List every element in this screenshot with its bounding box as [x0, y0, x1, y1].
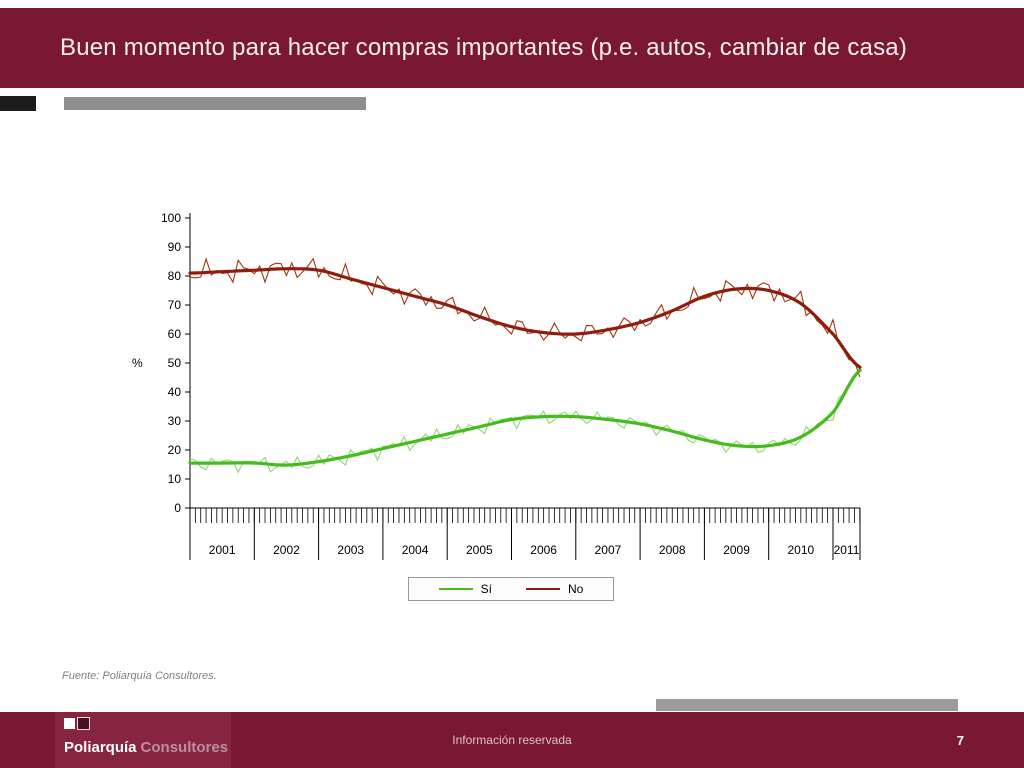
svg-text:2006: 2006 — [530, 543, 557, 557]
svg-text:2010: 2010 — [787, 543, 814, 557]
svg-text:60: 60 — [168, 327, 182, 341]
svg-text:10: 10 — [168, 472, 182, 486]
logo-icon — [64, 717, 90, 730]
legend-line-swatch — [438, 588, 473, 590]
svg-text:2009: 2009 — [723, 543, 750, 557]
chart-area: 0 10 20 30 40 50 60 70 80 90 100% 2001 2002 2003 2004 2… — [120, 204, 880, 574]
svg-text:90: 90 — [168, 240, 182, 254]
svg-text:2001: 2001 — [209, 543, 236, 557]
svg-text:%: % — [132, 356, 143, 370]
svg-text:2011: 2011 — [834, 543, 860, 557]
line-chart: 0 10 20 30 40 50 60 70 80 90 100% 2001 2002 2003 2004 2… — [132, 211, 862, 560]
decorative-gray-bar-top — [64, 97, 366, 110]
svg-text:2004: 2004 — [402, 543, 429, 557]
svg-text:20: 20 — [168, 443, 182, 457]
slide-header: Buen momento para hacer compras importan… — [0, 8, 1024, 88]
decorative-black-block — [0, 96, 36, 111]
svg-text:100: 100 — [161, 211, 181, 225]
logo-square-dark — [77, 717, 90, 730]
chart-legend: Sí No — [408, 577, 614, 601]
legend-line-swatch — [526, 588, 560, 590]
footer-confidentiality-text: Información reservada — [452, 733, 572, 747]
legend-label-no: No — [568, 582, 584, 596]
svg-text:50: 50 — [168, 356, 182, 370]
svg-text:2002: 2002 — [273, 543, 300, 557]
decorative-gray-bar-bottom — [656, 699, 958, 711]
svg-text:2005: 2005 — [466, 543, 493, 557]
legend-item: No — [526, 582, 583, 596]
logo-primary-text: Poliarquía — [64, 739, 137, 756]
svg-text:80: 80 — [168, 269, 182, 283]
svg-text:2007: 2007 — [595, 543, 622, 557]
logo-secondary-text: Consultores — [140, 739, 229, 756]
logo-panel: Poliarquía Consultores — [55, 712, 231, 768]
svg-text:30: 30 — [168, 414, 182, 428]
svg-text:0: 0 — [174, 501, 181, 515]
logo-wordmark: Poliarquía Consultores — [64, 739, 228, 756]
page-number: 7 — [956, 732, 964, 748]
source-note: Fuente: Poliarquía Consultores. — [62, 670, 217, 682]
svg-text:40: 40 — [168, 385, 182, 399]
svg-text:2003: 2003 — [337, 543, 364, 557]
logo-square-light — [64, 718, 75, 729]
legend-item: Sí — [438, 582, 492, 596]
page-title: Buen momento para hacer compras importan… — [60, 34, 908, 61]
svg-text:70: 70 — [168, 298, 182, 312]
slide-footer: Poliarquía Consultores Información reserv… — [0, 712, 1024, 768]
svg-text:2008: 2008 — [659, 543, 686, 557]
legend-label-si: Sí — [480, 582, 492, 596]
